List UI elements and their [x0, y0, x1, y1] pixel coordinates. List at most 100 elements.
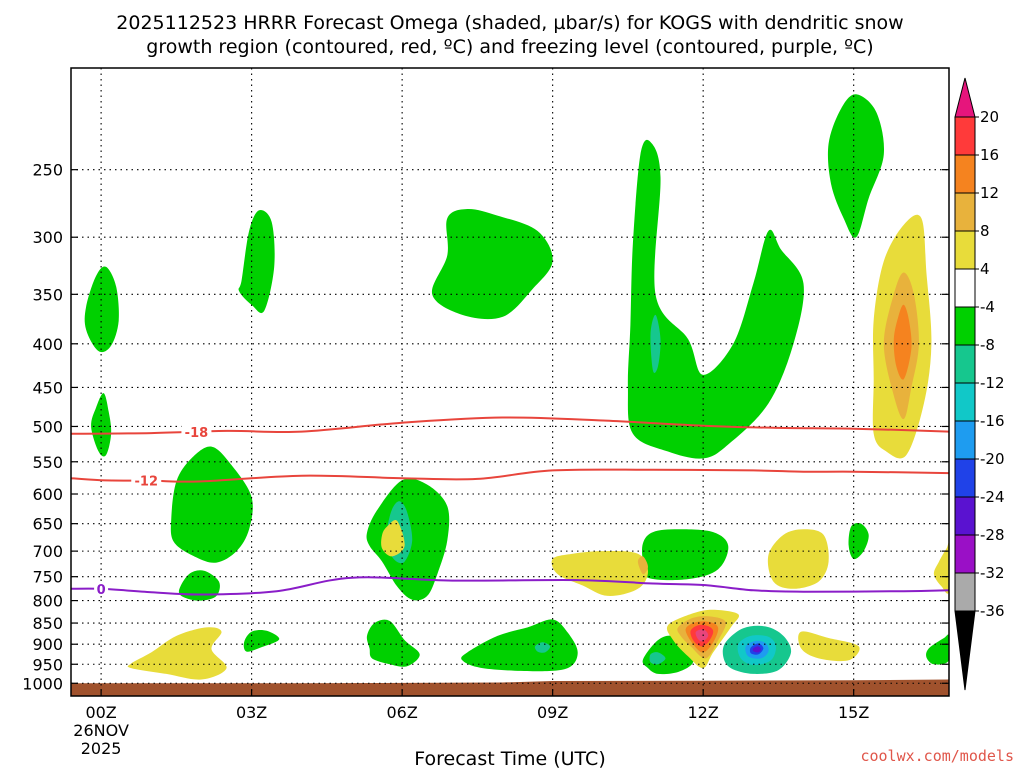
colorbar-label-7: -12	[980, 374, 1005, 392]
colorbar-label-13: -36	[980, 602, 1005, 620]
colorbar-swatch-4	[954, 268, 976, 308]
y-tick-label-250: 250	[32, 161, 63, 180]
chart-title-line1: 2025112523 HRRR Forecast Omega (shaded, …	[116, 12, 903, 34]
colorbar-label-8: -16	[980, 412, 1005, 430]
y-tick-label-750: 750	[32, 568, 63, 587]
y-tick-label-550: 550	[32, 453, 63, 472]
omega-region-13	[827, 94, 885, 238]
omega-region-15	[926, 634, 949, 665]
y-tick-label-900: 900	[32, 635, 63, 654]
contour-label-bg-1	[131, 473, 162, 488]
omega-region-25	[381, 519, 405, 557]
colorbar-label-11: -28	[980, 526, 1005, 544]
colorbar-label-2: 12	[980, 184, 999, 202]
y-tick-label-600: 600	[32, 485, 63, 504]
omega-region-28	[933, 542, 949, 594]
y-tick-label-1000: 1000	[22, 674, 63, 693]
x-tick-label-03Z: 03Z	[236, 703, 267, 722]
contour-label-1: -12	[135, 475, 159, 490]
y-tick-label-850: 850	[32, 614, 63, 633]
colorbar-label-9: -20	[980, 450, 1005, 468]
colorbar-swatch-8	[954, 420, 976, 460]
colorbar-label-12: -32	[980, 564, 1005, 582]
x-tick-date: 26NOV	[73, 721, 129, 740]
omega-region-5	[243, 630, 280, 652]
omega-region-26	[551, 551, 648, 596]
plot-area	[71, 94, 949, 696]
y-tick-label-300: 300	[32, 228, 63, 247]
colorbar-swatch-12	[954, 572, 976, 612]
y-tick-label-700: 700	[32, 542, 63, 561]
colorbar-label-1: 16	[980, 146, 999, 164]
omega-region-9	[461, 619, 578, 672]
contour-label-2: 0	[97, 583, 106, 598]
omega-region-6	[431, 208, 553, 320]
colorbar-label-4: 4	[980, 260, 990, 278]
colorbar-swatch-1	[954, 154, 976, 194]
omega-region-39	[695, 629, 709, 642]
omega-region-1	[238, 209, 275, 314]
colorbar-label-10: -24	[980, 488, 1005, 506]
x-tick-label-06Z: 06Z	[386, 703, 417, 722]
plot-frame	[70, 67, 950, 697]
omega-region-11	[642, 529, 729, 581]
colorbar-swatch-11	[954, 534, 976, 574]
colorbar-label-3: 8	[980, 222, 990, 240]
omega-region-19	[649, 652, 666, 665]
omega-region-34	[637, 556, 648, 575]
x-axis-label: Forecast Time (UTC)	[414, 748, 605, 768]
ground-surface	[71, 679, 949, 696]
omega-region-8	[366, 619, 420, 667]
colorbar-label-0: 20	[980, 108, 999, 126]
contour-label-0: -18	[185, 426, 209, 441]
x-tick-label-00Z: 00Z	[85, 703, 116, 722]
y-tick-label-950: 950	[32, 655, 63, 674]
y-axis: 250 300 350 400 450 500 550 600 650 700 750 800 850 9…	[22, 161, 949, 693]
omega-region-36	[893, 304, 912, 380]
y-tick-label-650: 650	[32, 515, 63, 534]
colorbar-swatch-9	[954, 458, 976, 498]
omega-region-29	[798, 631, 860, 662]
y-tick-label-400: 400	[32, 335, 63, 354]
colorbar-swatch-5	[954, 306, 976, 346]
x-tick-year: 2025	[81, 739, 122, 758]
omega-region-4	[178, 570, 220, 601]
omega-region-14	[848, 522, 869, 560]
contour-label-bg-2	[94, 581, 109, 596]
omega-region-24	[752, 646, 761, 653]
x-tick-label-09Z: 09Z	[537, 703, 568, 722]
colorbar-swatch-0	[954, 116, 976, 156]
omega-region-30	[127, 627, 227, 680]
colorbar-swatch-3	[954, 230, 976, 270]
credit-text[interactable]: coolwx.com/models	[860, 747, 1014, 765]
omega-region-0	[84, 266, 119, 353]
contour-line-0	[71, 416, 949, 435]
omega-region-2	[91, 393, 112, 457]
colorbar-bottom-arrow	[954, 610, 976, 691]
colorbar-top-arrow	[954, 77, 976, 118]
y-tick-label-800: 800	[32, 592, 63, 611]
grid-lines	[71, 68, 949, 696]
colorbar-label-6: -8	[980, 336, 995, 354]
colorbar-swatch-6	[954, 344, 976, 384]
colorbar-swatch-2	[954, 192, 976, 232]
x-tick-label-12Z: 12Z	[687, 703, 718, 722]
omega-region-3	[170, 446, 253, 563]
y-tick-label-350: 350	[32, 285, 63, 304]
y-tick-label-450: 450	[32, 378, 63, 397]
omega-region-27	[767, 529, 829, 589]
colorbar-label-5: -4	[980, 298, 995, 316]
colorbar: 20 16 12 8 4 -4 -8 -12 -16 -20 -24 -28 -32 -36	[954, 77, 1005, 691]
chart-title-line2: growth region (contoured, red, ºC) and f…	[146, 36, 873, 58]
omega-region-18	[534, 642, 551, 653]
contour-lines: -18 -12 0	[71, 416, 949, 598]
contour-label-bg-0	[181, 424, 212, 439]
colorbar-swatch-7	[954, 382, 976, 422]
contour-line-2	[71, 576, 949, 596]
x-tick-label-15Z: 15Z	[838, 703, 869, 722]
colorbar-swatch-10	[954, 496, 976, 536]
omega-region-10	[627, 139, 804, 459]
y-tick-label-500: 500	[32, 417, 63, 436]
